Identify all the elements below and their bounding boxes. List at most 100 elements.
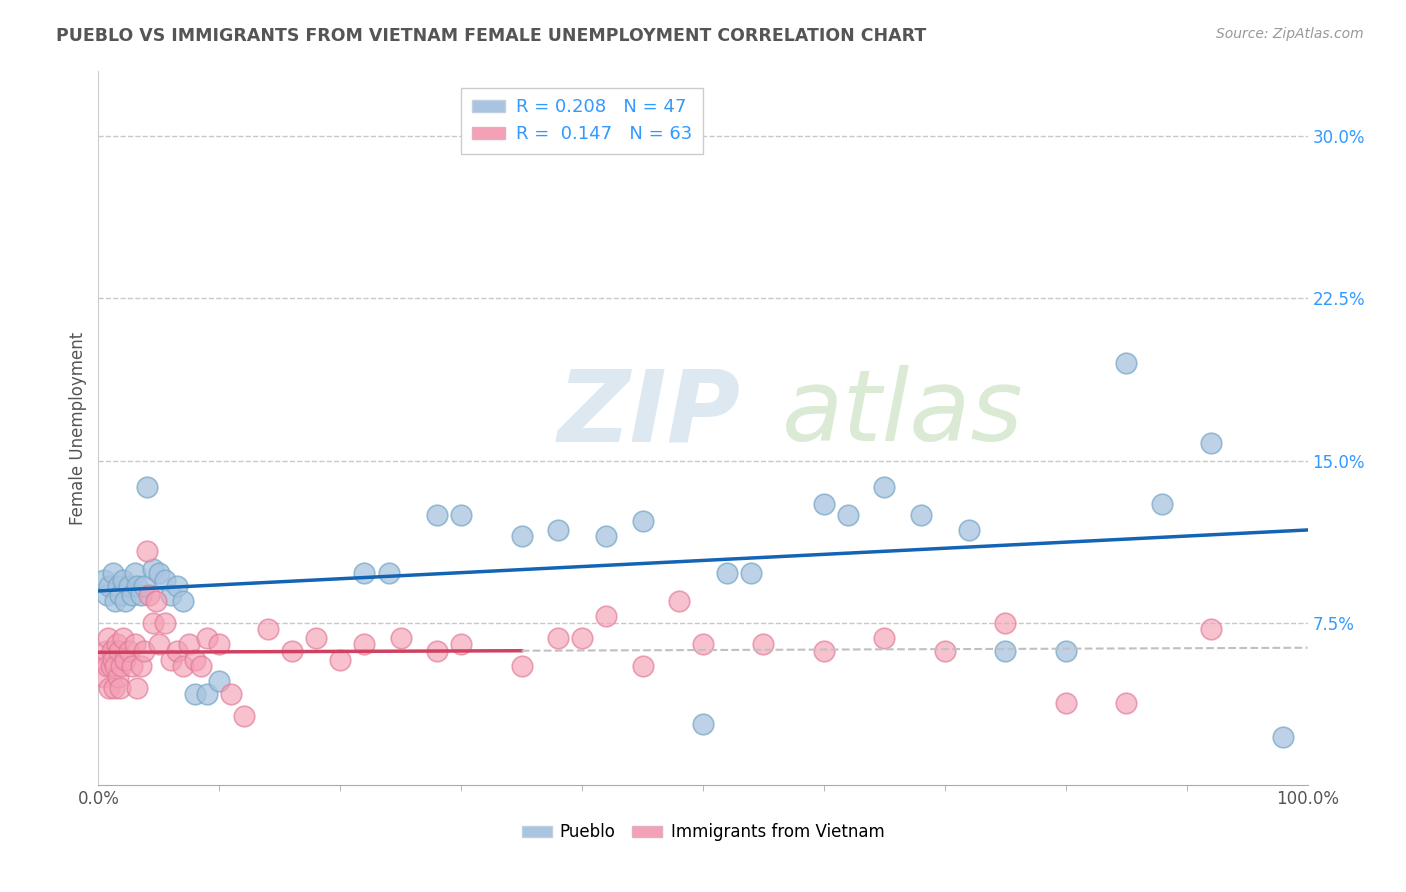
- Point: [1054, 696, 1077, 710]
- Point: [96, 659, 118, 673]
- Point: [1115, 696, 1137, 710]
- Point: [547, 631, 569, 645]
- Point: [118, 579, 141, 593]
- Point: [172, 659, 194, 673]
- Point: [121, 659, 143, 673]
- Point: [98, 579, 121, 593]
- Point: [426, 508, 449, 522]
- Point: [208, 674, 231, 689]
- Point: [813, 497, 835, 511]
- Point: [103, 681, 125, 695]
- Point: [547, 523, 569, 537]
- Point: [631, 514, 654, 528]
- Point: [142, 615, 165, 630]
- Point: [142, 562, 165, 576]
- Point: [160, 652, 183, 666]
- Point: [195, 687, 218, 701]
- Point: [166, 644, 188, 658]
- Point: [377, 566, 399, 580]
- Point: [1199, 436, 1222, 450]
- Point: [94, 644, 117, 658]
- Point: [108, 644, 131, 658]
- Point: [98, 681, 121, 695]
- Point: [134, 644, 156, 658]
- Point: [450, 508, 472, 522]
- Point: [93, 573, 115, 587]
- Point: [510, 659, 533, 673]
- Point: [353, 566, 375, 580]
- Point: [134, 579, 156, 593]
- Point: [692, 717, 714, 731]
- Point: [111, 631, 134, 645]
- Point: [101, 566, 124, 580]
- Point: [148, 566, 170, 580]
- Point: [208, 637, 231, 651]
- Point: [426, 644, 449, 658]
- Point: [96, 588, 118, 602]
- Point: [179, 637, 201, 651]
- Point: [329, 652, 352, 666]
- Y-axis label: Female Unemployment: Female Unemployment: [69, 332, 87, 524]
- Point: [111, 573, 134, 587]
- Point: [994, 615, 1017, 630]
- Point: [100, 644, 122, 658]
- Point: [389, 631, 412, 645]
- Point: [873, 479, 896, 493]
- Point: [184, 687, 207, 701]
- Point: [1199, 622, 1222, 636]
- Point: [138, 588, 160, 602]
- Point: [135, 544, 157, 558]
- Point: [256, 622, 278, 636]
- Point: [957, 523, 980, 537]
- Text: ZIP: ZIP: [558, 366, 741, 462]
- Point: [934, 644, 956, 658]
- Point: [190, 659, 212, 673]
- Point: [1054, 644, 1077, 658]
- Point: [221, 687, 243, 701]
- Text: atlas: atlas: [782, 366, 1024, 462]
- Point: [114, 594, 136, 608]
- Point: [837, 508, 859, 522]
- Point: [121, 588, 143, 602]
- Point: [305, 631, 328, 645]
- Point: [153, 615, 176, 630]
- Point: [110, 659, 132, 673]
- Point: [166, 579, 188, 593]
- Point: [101, 652, 124, 666]
- Point: [100, 659, 122, 673]
- Text: PUEBLO VS IMMIGRANTS FROM VIETNAM FEMALE UNEMPLOYMENT CORRELATION CHART: PUEBLO VS IMMIGRANTS FROM VIETNAM FEMALE…: [56, 27, 927, 45]
- Point: [129, 588, 152, 602]
- Point: [1272, 731, 1295, 745]
- Point: [153, 573, 176, 587]
- Point: [910, 508, 932, 522]
- Text: Source: ZipAtlas.com: Source: ZipAtlas.com: [1216, 27, 1364, 41]
- Point: [1115, 356, 1137, 370]
- Point: [752, 637, 775, 651]
- Point: [172, 594, 194, 608]
- Point: [716, 566, 738, 580]
- Point: [813, 644, 835, 658]
- Point: [124, 637, 146, 651]
- Point: [353, 637, 375, 651]
- Point: [145, 594, 167, 608]
- Point: [1152, 497, 1174, 511]
- Point: [160, 588, 183, 602]
- Point: [631, 659, 654, 673]
- Point: [127, 681, 149, 695]
- Point: [668, 594, 690, 608]
- Point: [127, 579, 149, 593]
- Point: [93, 670, 115, 684]
- Point: [124, 566, 146, 580]
- Point: [107, 579, 129, 593]
- Point: [595, 609, 617, 624]
- Point: [195, 631, 218, 645]
- Point: [184, 652, 207, 666]
- Point: [595, 529, 617, 543]
- Point: [118, 644, 141, 658]
- Point: [740, 566, 762, 580]
- Point: [994, 644, 1017, 658]
- Point: [450, 637, 472, 651]
- Point: [873, 631, 896, 645]
- Point: [510, 529, 533, 543]
- Point: [148, 637, 170, 651]
